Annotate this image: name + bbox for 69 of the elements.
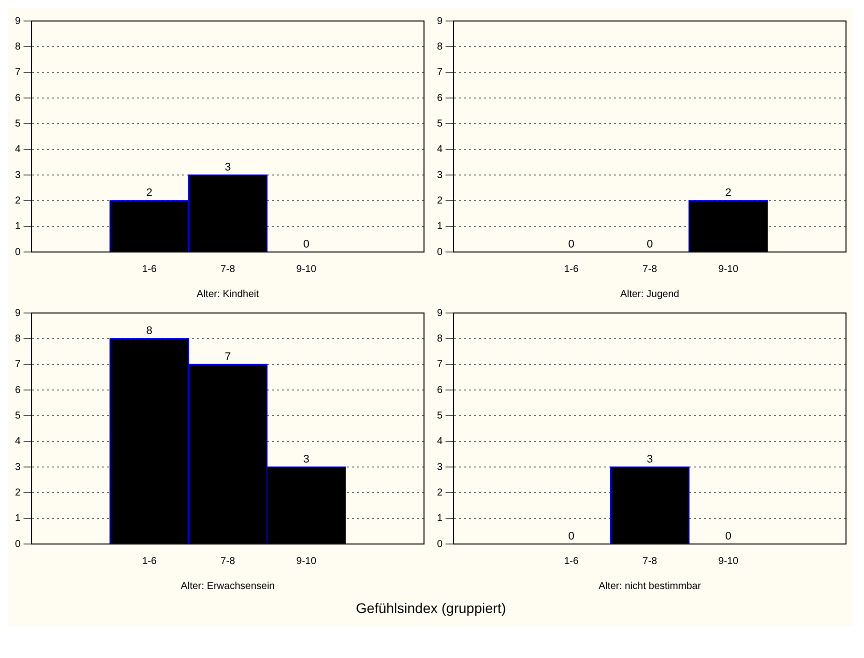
y-tick-label: 7 bbox=[15, 359, 21, 370]
y-tick-label: 9 bbox=[15, 16, 21, 27]
y-tick-label: 3 bbox=[15, 170, 21, 181]
x-tick-label: 9-10 bbox=[296, 264, 317, 275]
y-tick-label: 6 bbox=[15, 384, 21, 396]
y-tick-label: 2 bbox=[437, 195, 443, 206]
y-tick-label: 3 bbox=[437, 462, 443, 473]
x-tick-label: 9-10 bbox=[718, 264, 739, 275]
y-tick-label: 1 bbox=[437, 513, 443, 524]
y-tick-label: 8 bbox=[437, 41, 443, 52]
y-tick-label: 1 bbox=[15, 513, 21, 524]
y-tick-label: 3 bbox=[437, 170, 443, 181]
y-tick-label: 7 bbox=[15, 67, 21, 78]
x-axis-title: Alter: Jugend bbox=[620, 288, 680, 300]
data-label: 2 bbox=[725, 187, 732, 200]
y-tick-label: 0 bbox=[437, 538, 443, 550]
y-tick-label: 0 bbox=[15, 538, 21, 550]
x-tick-label: 9-10 bbox=[718, 556, 739, 567]
y-tick-label: 8 bbox=[437, 333, 443, 344]
x-tick-label: 7-8 bbox=[642, 264, 658, 275]
text: Gefühlsindex (gruppiert) bbox=[354, 599, 508, 618]
y-tick-label: 4 bbox=[15, 436, 21, 448]
data-label: 0 bbox=[646, 238, 653, 251]
data-label: 7 bbox=[224, 350, 231, 363]
y-tick-label: 6 bbox=[437, 92, 443, 104]
x-axis-title: Alter: Erwachsensein bbox=[180, 580, 275, 592]
y-tick-label: 4 bbox=[15, 144, 21, 156]
y-tick-label: 4 bbox=[437, 436, 443, 448]
y-tick-label: 0 bbox=[15, 246, 21, 258]
data-label: 3 bbox=[646, 454, 653, 466]
x-tick-label: 1-6 bbox=[564, 556, 579, 567]
y-tick-label: 5 bbox=[437, 410, 443, 422]
y-tick-label: 5 bbox=[15, 118, 21, 130]
data-label: 0 bbox=[568, 530, 574, 543]
y-tick-label: 2 bbox=[15, 487, 21, 498]
x-axis-title: Alter: Kindheit bbox=[196, 288, 260, 300]
y-tick-label: 5 bbox=[15, 410, 21, 422]
x-tick-label: 7-8 bbox=[220, 264, 236, 275]
y-tick-label: 2 bbox=[437, 487, 443, 498]
x-tick-label: 7-8 bbox=[220, 556, 236, 567]
x-tick-label: 7-8 bbox=[642, 556, 658, 567]
x-tick-label: 1-6 bbox=[564, 264, 579, 275]
data-label: 3 bbox=[303, 454, 310, 466]
x-tick-label: 1-6 bbox=[142, 264, 157, 275]
y-tick-label: 6 bbox=[15, 92, 21, 104]
data-label: 8 bbox=[146, 325, 152, 338]
y-tick-label: 9 bbox=[437, 16, 443, 27]
y-tick-label: 4 bbox=[437, 144, 443, 156]
y-tick-label: 9 bbox=[15, 308, 21, 319]
y-tick-label: 8 bbox=[15, 333, 21, 344]
data-label: 0 bbox=[303, 238, 310, 251]
y-tick-label: 7 bbox=[437, 359, 443, 370]
x-tick-label: 9-10 bbox=[296, 556, 317, 567]
y-tick-label: 5 bbox=[437, 118, 443, 130]
data-label: 0 bbox=[568, 238, 574, 251]
y-tick-label: 0 bbox=[437, 246, 443, 258]
data-label: 3 bbox=[224, 162, 231, 174]
y-tick-label: 9 bbox=[437, 308, 443, 319]
y-tick-label: 8 bbox=[15, 41, 21, 52]
data-label: 2 bbox=[146, 187, 152, 200]
x-tick-label: 1-6 bbox=[142, 556, 157, 567]
x-axis-title: Alter: nicht bestimmbar bbox=[598, 580, 702, 592]
y-tick-label: 1 bbox=[15, 221, 21, 232]
y-tick-label: 6 bbox=[437, 384, 443, 396]
y-tick-label: 7 bbox=[437, 67, 443, 78]
y-tick-label: 2 bbox=[15, 195, 21, 206]
data-label: 0 bbox=[725, 530, 732, 543]
y-tick-label: 3 bbox=[15, 462, 21, 473]
y-tick-label: 1 bbox=[437, 221, 443, 232]
